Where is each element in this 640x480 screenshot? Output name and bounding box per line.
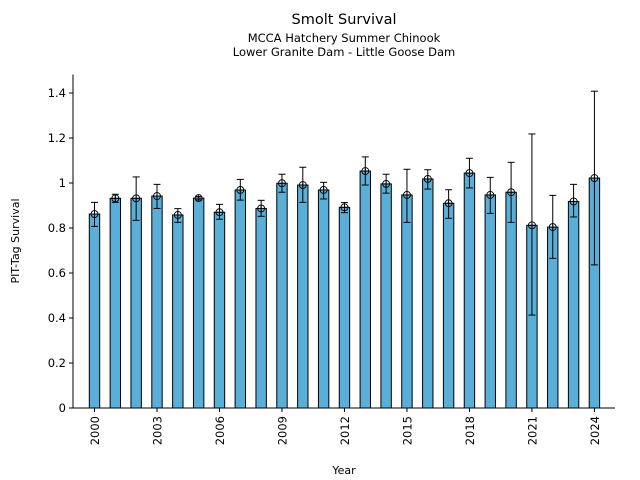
x-axis-label: Year	[331, 464, 356, 477]
y-tick-label: 0.4	[48, 311, 66, 325]
bar-2018	[463, 172, 476, 409]
x-tick-label: 2003	[150, 416, 164, 445]
x-tick-label: 2024	[588, 416, 602, 445]
y-tick-label: 0.6	[48, 266, 66, 280]
bar-2008	[255, 207, 267, 409]
y-axis: 0 0.2 0.4 0.6 0.8 1 1.2 1.4	[48, 74, 74, 415]
y-tick-label: 0	[59, 401, 66, 415]
bar-2013	[359, 170, 371, 409]
bar-2000	[88, 213, 101, 409]
chart-title: Smolt Survival	[291, 12, 397, 28]
bar-2020	[505, 191, 517, 409]
x-tick-label: 2000	[88, 416, 102, 445]
y-tick-label: 0.8	[48, 221, 66, 235]
bar-2017	[442, 202, 455, 409]
chart-subtitle-1: MCCA Hatchery Summer Chinook	[247, 31, 441, 45]
x-tick-label: 2021	[525, 416, 539, 445]
bar-2002	[130, 197, 142, 409]
bar-2019	[484, 194, 496, 409]
y-tick-label: 1.4	[48, 86, 66, 100]
bar-2010	[297, 184, 309, 409]
x-tick-label: 2018	[463, 416, 477, 445]
bar-2001	[109, 197, 122, 409]
y-axis-label: PIT-Tag Survival	[9, 198, 22, 283]
bar-2011	[317, 189, 330, 409]
x-axis: 2000 2003 2006 2009 2012 2015 2018 2021 2024	[73, 407, 615, 445]
bar-2006	[213, 211, 226, 409]
x-tick-label: 2009	[275, 416, 289, 445]
bar-2009	[276, 182, 288, 409]
y-tick-label: 1	[59, 176, 66, 190]
y-tick-label: 1.2	[48, 131, 66, 145]
bar-2004	[172, 214, 184, 409]
x-tick-label: 2012	[338, 416, 352, 445]
bar-2015	[401, 194, 413, 409]
x-tick-label: 2006	[213, 416, 227, 445]
bar-2014	[380, 183, 392, 409]
y-tick-label: 0.2	[48, 356, 66, 370]
bar-2007	[234, 189, 247, 409]
chart-subtitle-2: Lower Granite Dam - Little Goose Dam	[232, 45, 456, 59]
bar-2005	[192, 197, 205, 409]
bar-2012	[338, 206, 351, 409]
bar-2023	[567, 200, 580, 409]
bar-2016	[422, 178, 434, 409]
bar-2003	[151, 195, 163, 409]
error-bars-group	[90, 90, 599, 316]
x-tick-label: 2015	[400, 416, 414, 445]
